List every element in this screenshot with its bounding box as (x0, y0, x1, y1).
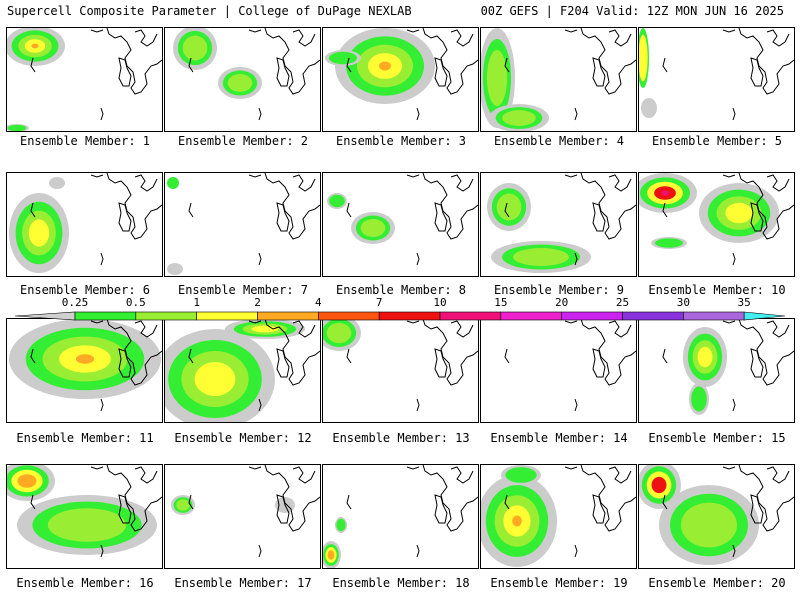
member-map (323, 319, 478, 412)
member-label: Ensemble Member: 5 (651, 134, 783, 148)
colorbar-tick-label: 1 (193, 296, 200, 309)
colorbar-tick-label: 2 (254, 296, 261, 309)
member-map-panel (6, 27, 163, 132)
colorbar-segment (14, 311, 76, 321)
member-label: Ensemble Member: 3 (335, 134, 467, 148)
colorbar-segment (743, 311, 786, 321)
colorbar-segment (196, 311, 258, 321)
member-label: Ensemble Member: 12 (174, 431, 312, 445)
member-map (7, 28, 162, 131)
member-map (662, 319, 794, 415)
member-map (173, 28, 320, 121)
member-map (327, 173, 478, 266)
member-map-panel (638, 172, 795, 277)
colorbar (14, 311, 786, 321)
model-run-info: 00Z GEFS | F204 Valid: 12Z MON JUN 16 20… (480, 4, 784, 18)
member-map (325, 28, 478, 121)
member-label: Ensemble Member: 9 (493, 283, 625, 297)
colorbar-segment (135, 311, 197, 321)
member-map (171, 465, 320, 558)
member-label: Ensemble Member: 20 (648, 576, 786, 590)
colorbar-tick-label: 20 (555, 296, 569, 309)
member-map (639, 173, 794, 266)
member-map (165, 319, 320, 422)
member-map-panel (322, 27, 479, 132)
colorbar-segment (318, 311, 380, 321)
member-map-panel (164, 27, 321, 132)
member-map (504, 319, 636, 412)
colorbar-tick-label: 30 (676, 296, 690, 309)
member-map (7, 465, 162, 558)
colorbar-segment (500, 311, 562, 321)
colorbar-segment (683, 311, 745, 321)
map-title: Supercell Composite Parameter | College … (7, 4, 412, 18)
member-map-panel (638, 27, 795, 132)
member-map (639, 465, 794, 565)
member-map-panel (164, 172, 321, 277)
member-map (481, 465, 636, 567)
member-map-panel (322, 172, 479, 277)
colorbar-tick-label: 35 (737, 296, 751, 309)
member-map (487, 173, 636, 273)
member-map-panel (480, 318, 637, 423)
member-map-panel (480, 27, 637, 132)
colorbar-tick-label: 0.25 (61, 296, 89, 309)
member-label: Ensemble Member: 1 (19, 134, 151, 148)
colorbar-segment (561, 311, 623, 321)
member-label: Ensemble Member: 19 (490, 576, 628, 590)
colorbar-tick-label: 0.5 (125, 296, 146, 309)
member-map (167, 173, 320, 275)
colorbar-segment (257, 311, 319, 321)
member-label: Ensemble Member: 13 (332, 431, 470, 445)
colorbar-tick-label: 7 (375, 296, 383, 309)
member-label: Ensemble Member: 10 (648, 283, 786, 297)
member-map-panel (6, 464, 163, 569)
member-map-panel (6, 318, 163, 423)
member-map (9, 319, 162, 412)
colorbar-tick-label: 4 (315, 296, 322, 309)
member-label: Ensemble Member: 14 (490, 431, 628, 445)
member-map-panel (638, 318, 795, 423)
member-map-panel (164, 464, 321, 569)
member-map (323, 465, 478, 568)
member-label: Ensemble Member: 4 (493, 134, 625, 148)
colorbar-tick-label: 15 (494, 296, 508, 309)
member-label: Ensemble Member: 17 (174, 576, 312, 590)
member-map-panel (322, 318, 479, 423)
member-map-panel (480, 172, 637, 277)
member-label: Ensemble Member: 18 (332, 576, 470, 590)
member-map-panel (480, 464, 637, 569)
member-label: Ensemble Member: 2 (177, 134, 309, 148)
colorbar-tick-label: 10 (433, 296, 447, 309)
member-map-panel (164, 318, 321, 423)
member-map-panel (322, 464, 479, 569)
colorbar-tick-label: 25 (615, 296, 630, 309)
member-label: Ensemble Member: 15 (648, 431, 786, 445)
member-map-panel (6, 172, 163, 277)
member-label: Ensemble Member: 7 (177, 283, 309, 297)
member-map-panel (638, 464, 795, 569)
colorbar-segment (622, 311, 684, 321)
member-label: Ensemble Member: 16 (16, 576, 154, 590)
colorbar-segment (74, 311, 137, 321)
member-map (9, 173, 162, 273)
member-map (481, 28, 636, 131)
member-label: Ensemble Member: 6 (19, 283, 151, 297)
member-label: Ensemble Member: 11 (16, 431, 154, 445)
colorbar-segment (378, 311, 441, 321)
member-map (639, 28, 794, 121)
colorbar-segment (439, 311, 502, 321)
member-label: Ensemble Member: 8 (335, 283, 467, 297)
